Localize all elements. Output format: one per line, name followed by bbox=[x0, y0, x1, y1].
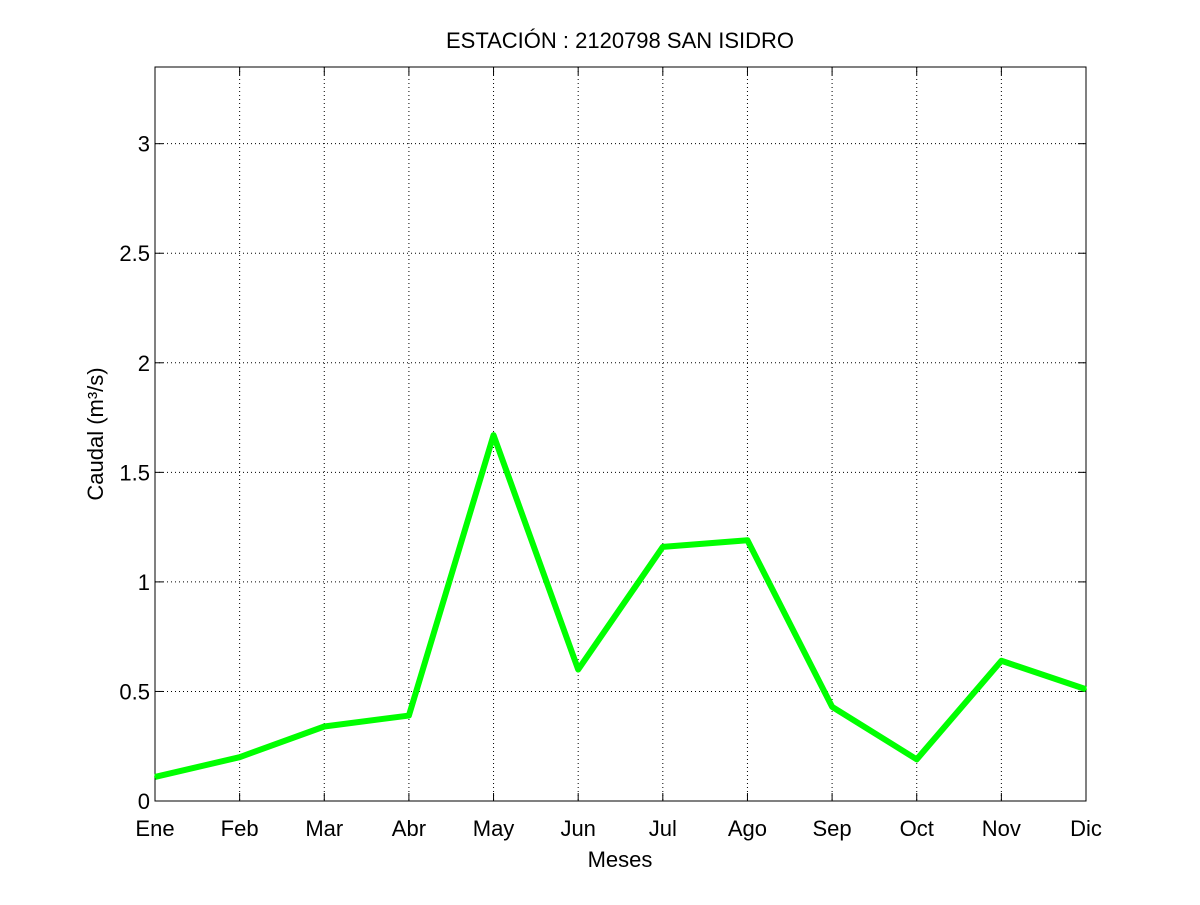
data-point bbox=[323, 725, 326, 728]
data-point bbox=[1085, 688, 1087, 691]
data-point bbox=[746, 539, 749, 542]
data-point bbox=[661, 545, 664, 548]
y-tick-label: 0.5 bbox=[119, 679, 150, 704]
x-tick-label: Dic bbox=[1070, 816, 1102, 841]
x-tick-label: Jun bbox=[560, 816, 595, 841]
data-point bbox=[915, 758, 918, 761]
chart-title: ESTACIÓN : 2120798 SAN ISIDRO bbox=[446, 28, 794, 53]
y-tick-label: 1 bbox=[138, 570, 150, 595]
y-axis-label: Caudal (m³/s) bbox=[83, 367, 108, 500]
series-line bbox=[154, 432, 1087, 780]
x-tick-label: Abr bbox=[392, 816, 426, 841]
x-axis-label: Meses bbox=[588, 847, 653, 872]
y-tick-label: 2.5 bbox=[119, 241, 150, 266]
x-tick-label: Oct bbox=[900, 816, 934, 841]
plot-frame bbox=[154, 66, 1087, 802]
x-tick-label: Ago bbox=[728, 816, 767, 841]
data-point bbox=[1000, 659, 1003, 662]
plot-background bbox=[155, 67, 1086, 801]
x-tick-label: Sep bbox=[813, 816, 852, 841]
x-tick-label: Ene bbox=[135, 816, 174, 841]
y-tick-label: 3 bbox=[138, 132, 150, 157]
data-point bbox=[238, 756, 241, 759]
data-point bbox=[407, 714, 410, 717]
x-tick-label: May bbox=[473, 816, 515, 841]
data-point bbox=[492, 434, 495, 437]
tick-labels: Ene Feb Mar Abr May Jun Jul Ago Sep Oct Nov Dic 0 0.5… bbox=[119, 132, 1101, 841]
x-tick-label: Mar bbox=[305, 816, 343, 841]
y-tick-label: 0 bbox=[138, 789, 150, 814]
y-tick-label: 2 bbox=[138, 351, 150, 376]
data-point bbox=[154, 775, 156, 778]
x-tick-label: Nov bbox=[982, 816, 1021, 841]
data-point bbox=[831, 705, 834, 708]
x-tick-label: Feb bbox=[221, 816, 259, 841]
x-tick-label: Jul bbox=[649, 816, 677, 841]
series-group bbox=[154, 432, 1087, 780]
data-point bbox=[577, 668, 580, 671]
y-tick-label: 1.5 bbox=[119, 460, 150, 485]
